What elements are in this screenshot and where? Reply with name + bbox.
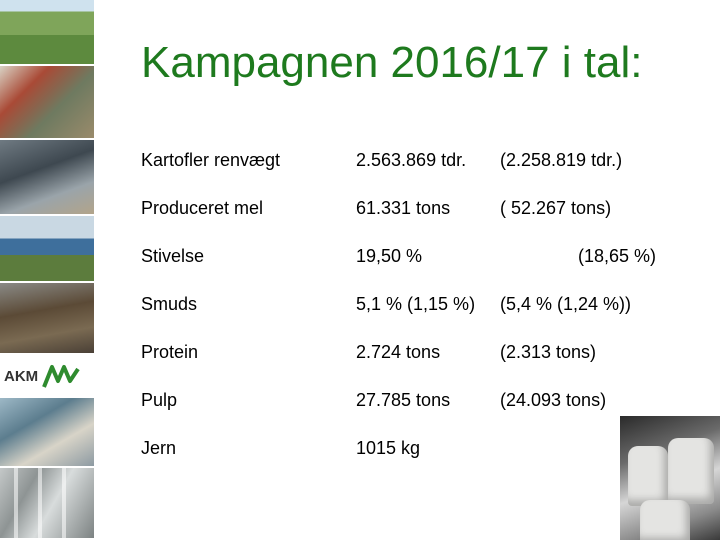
row-previous-value: (2.258.819 tdr.) — [500, 150, 623, 170]
row-value: 27.785 tons — [356, 390, 451, 410]
farm-photo — [0, 66, 94, 141]
row-label: Protein — [141, 342, 199, 362]
lab-photo — [0, 397, 94, 468]
row-label: Kartofler renvægt — [141, 150, 281, 170]
row-label: Jern — [141, 438, 177, 458]
conveyor-photo — [0, 282, 94, 355]
row-value: 2.724 tons — [356, 342, 441, 362]
row-label: Pulp — [141, 390, 178, 410]
row-previous-value: (24.093 tons) — [500, 390, 607, 410]
row-value: 5,1 % (1,15 %) — [356, 294, 476, 314]
photo-sidebar: AKM — [0, 0, 94, 540]
tractor-photo — [0, 216, 94, 283]
logo-mark-icon — [42, 365, 80, 388]
logo-text: AKM — [4, 367, 39, 385]
worker-photo — [0, 140, 94, 217]
slide-title: Kampagnen 2016/17 i tal: — [141, 38, 643, 87]
field-photo — [0, 0, 94, 67]
row-label: Stivelse — [141, 246, 205, 266]
row-value: 19,50 % — [356, 246, 423, 266]
row-value: 1015 kg — [356, 438, 421, 458]
plant-photo — [0, 467, 94, 540]
row-previous-value: (5,4 % (1,24 %)) — [500, 294, 632, 314]
row-previous-value: ( 52.267 tons) — [500, 198, 612, 218]
row-value: 2.563.869 tdr. — [356, 150, 467, 170]
row-previous-value: (18,65 %) — [578, 246, 657, 266]
row-value: 61.331 tons — [356, 198, 451, 218]
sacks-photo — [620, 416, 720, 540]
akm-logo: AKM — [0, 354, 94, 398]
row-label: Smuds — [141, 294, 198, 314]
row-previous-value: (2.313 tons) — [500, 342, 597, 362]
row-label: Produceret mel — [141, 198, 264, 218]
